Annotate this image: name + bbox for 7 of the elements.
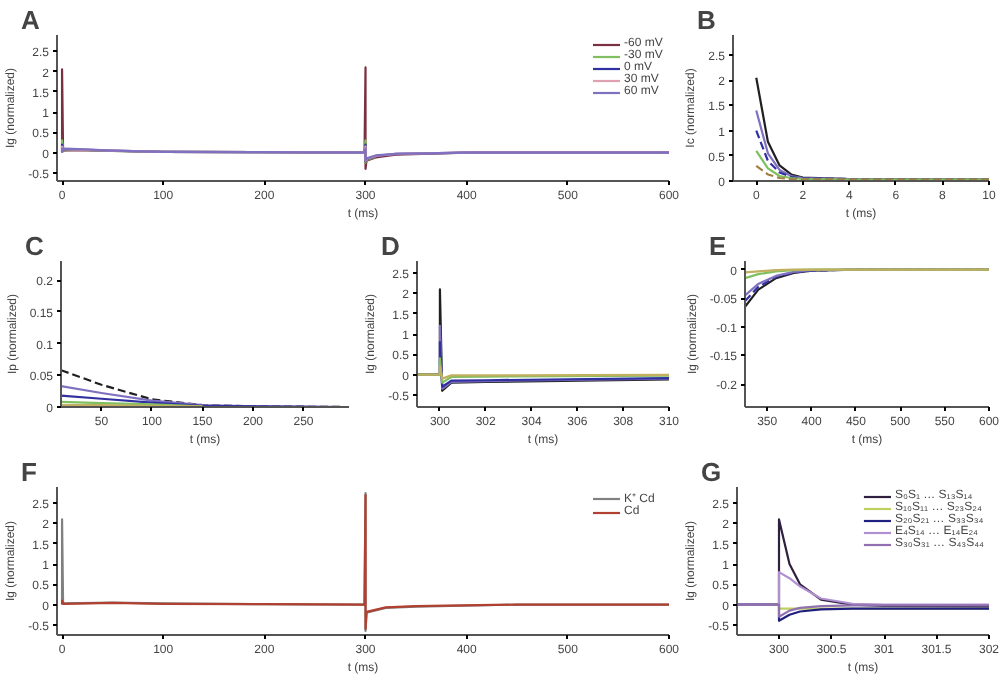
chart-title: F bbox=[21, 457, 37, 487]
chart-title: B bbox=[697, 5, 716, 35]
chart-title: G bbox=[701, 457, 722, 487]
chart-title: C bbox=[25, 231, 45, 261]
chart-title: A bbox=[21, 5, 41, 35]
chart-title: E bbox=[709, 231, 727, 261]
chart-title: D bbox=[381, 231, 400, 261]
